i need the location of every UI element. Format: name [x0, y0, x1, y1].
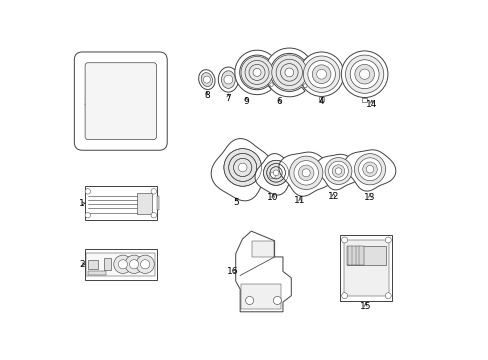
Ellipse shape: [221, 71, 235, 88]
Text: 3: 3: [83, 98, 89, 107]
Circle shape: [354, 64, 374, 84]
Polygon shape: [255, 154, 295, 195]
Circle shape: [385, 293, 390, 299]
Circle shape: [316, 69, 326, 79]
Circle shape: [151, 189, 156, 194]
Text: 1: 1: [79, 199, 84, 208]
Circle shape: [335, 168, 341, 174]
Text: 5: 5: [233, 198, 239, 207]
Circle shape: [302, 169, 309, 177]
Bar: [346, 246, 363, 265]
FancyBboxPatch shape: [85, 63, 156, 139]
Circle shape: [238, 163, 246, 172]
Bar: [318, 97, 324, 101]
Polygon shape: [316, 154, 360, 190]
Circle shape: [85, 212, 90, 218]
Ellipse shape: [201, 73, 212, 86]
Circle shape: [263, 160, 288, 185]
Circle shape: [328, 161, 347, 181]
Circle shape: [85, 189, 90, 194]
Text: 15: 15: [359, 302, 371, 311]
Circle shape: [273, 296, 281, 305]
Circle shape: [268, 172, 275, 179]
Bar: [88, 271, 105, 275]
Text: 6: 6: [276, 97, 282, 106]
Circle shape: [312, 65, 330, 84]
Circle shape: [385, 237, 390, 243]
Bar: [85, 249, 156, 279]
Circle shape: [358, 158, 381, 181]
Text: 16: 16: [227, 267, 238, 276]
Circle shape: [331, 165, 344, 177]
Text: 4: 4: [318, 97, 324, 106]
Circle shape: [354, 154, 385, 185]
Circle shape: [289, 156, 322, 189]
Text: 14: 14: [366, 100, 377, 109]
Bar: [361, 98, 366, 102]
Text: 10: 10: [267, 193, 278, 202]
Bar: [86, 253, 155, 276]
Polygon shape: [344, 150, 395, 191]
Circle shape: [293, 161, 318, 185]
Bar: [137, 193, 151, 213]
Polygon shape: [278, 152, 333, 196]
Circle shape: [293, 176, 297, 180]
Circle shape: [245, 296, 253, 305]
Circle shape: [325, 158, 351, 184]
Circle shape: [298, 165, 313, 181]
Circle shape: [118, 260, 127, 269]
Bar: [340, 235, 392, 301]
Ellipse shape: [218, 67, 238, 92]
Circle shape: [241, 57, 272, 89]
Circle shape: [124, 255, 143, 273]
Text: 13: 13: [364, 193, 375, 202]
Circle shape: [285, 68, 293, 77]
Wedge shape: [264, 48, 307, 97]
Bar: [241, 284, 281, 309]
Polygon shape: [235, 231, 291, 312]
Bar: [156, 197, 159, 210]
Circle shape: [203, 76, 210, 83]
Polygon shape: [211, 139, 271, 201]
Circle shape: [151, 212, 156, 218]
Circle shape: [114, 255, 132, 273]
Bar: [343, 240, 388, 296]
Text: 7: 7: [225, 94, 231, 103]
Circle shape: [303, 84, 306, 88]
Circle shape: [345, 55, 383, 93]
Circle shape: [136, 255, 154, 273]
Bar: [252, 241, 273, 257]
Wedge shape: [234, 50, 273, 95]
Circle shape: [224, 75, 232, 84]
Circle shape: [273, 170, 278, 176]
Text: 11: 11: [294, 196, 305, 205]
Text: 12: 12: [327, 192, 339, 201]
Circle shape: [299, 52, 343, 96]
Bar: [103, 258, 110, 270]
Circle shape: [341, 51, 387, 98]
Circle shape: [349, 60, 378, 89]
Bar: [88, 260, 98, 269]
Circle shape: [341, 237, 347, 243]
Circle shape: [252, 68, 261, 76]
Circle shape: [224, 149, 261, 186]
Circle shape: [307, 60, 335, 88]
Circle shape: [366, 166, 373, 173]
Circle shape: [129, 260, 138, 269]
Bar: [346, 246, 386, 265]
Circle shape: [141, 260, 149, 269]
Bar: [85, 186, 156, 220]
Text: 9: 9: [243, 97, 249, 106]
Circle shape: [269, 83, 273, 86]
Circle shape: [362, 162, 377, 176]
Text: 2: 2: [79, 260, 84, 269]
Circle shape: [341, 293, 347, 299]
FancyBboxPatch shape: [74, 52, 167, 150]
Circle shape: [359, 69, 369, 79]
Ellipse shape: [198, 70, 215, 90]
Text: 8: 8: [203, 91, 209, 100]
Circle shape: [271, 55, 306, 90]
Circle shape: [303, 56, 339, 93]
